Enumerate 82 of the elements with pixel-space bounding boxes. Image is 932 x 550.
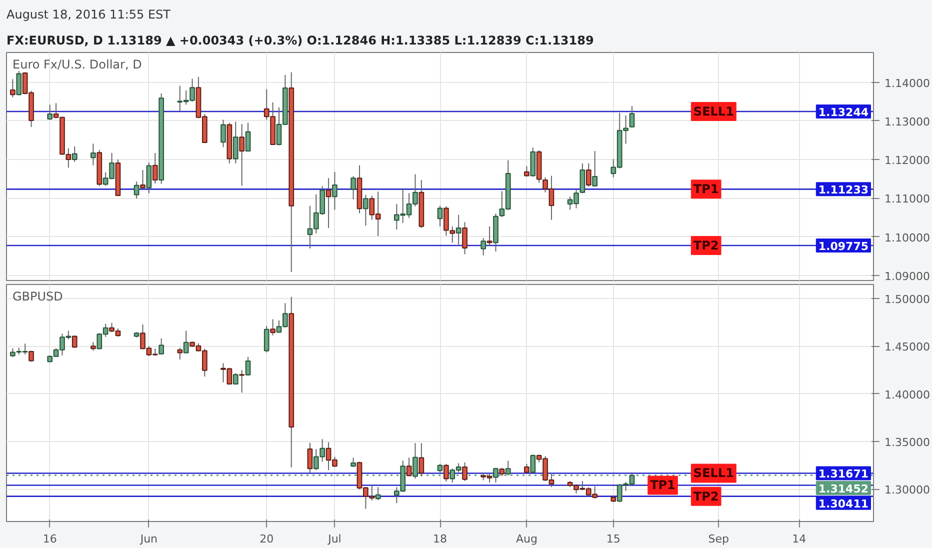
candlestick: [140, 169, 146, 189]
candlestick: [72, 146, 78, 162]
candlestick: [350, 457, 356, 468]
y-tick-label: 1.30000: [884, 484, 930, 497]
x-tick-label: 18: [433, 532, 447, 546]
candlestick: [586, 162, 592, 188]
annotation: 1.31671: [818, 468, 869, 481]
candlestick: [375, 486, 381, 501]
candlestick: [239, 123, 244, 186]
annotation: 1.13244: [818, 106, 869, 119]
annotation: 1.30411: [818, 497, 869, 510]
candlestick: [270, 318, 276, 336]
y-tick-label: 1.40000: [884, 388, 930, 402]
candlestick: [183, 330, 189, 354]
candlestick: [350, 176, 356, 200]
candlestick: [245, 122, 251, 152]
y-tick-label: 1.50000: [884, 292, 930, 306]
ref-line-label: SELL1: [693, 466, 734, 480]
chart-subtitle: Euro Fx/U.S. Dollar, D: [12, 58, 142, 72]
y-tick-label: 1.12000: [884, 154, 930, 168]
candlestick: [480, 237, 486, 256]
x-tick-label: 16: [42, 532, 57, 546]
candlestick: [412, 442, 418, 479]
x-tick-label: Sep: [708, 532, 730, 546]
candlestick: [456, 214, 462, 246]
annotation: 1.11233: [818, 184, 869, 197]
candlestick: [629, 106, 635, 128]
candlestick: [486, 226, 492, 247]
candlestick: [530, 454, 536, 474]
candlestick: [152, 152, 158, 184]
x-tick-label: 14: [792, 532, 806, 546]
y-tick-label: 1.10000: [884, 231, 930, 244]
candlestick: [16, 70, 22, 96]
candlestick: [363, 194, 368, 226]
candlestick: [72, 335, 78, 348]
candlestick: [146, 162, 152, 194]
candlestick: [232, 372, 238, 385]
candlestick: [437, 205, 443, 227]
candlestick: [326, 178, 332, 228]
ref-line-label: TP1: [693, 182, 719, 196]
candlestick: [505, 460, 511, 476]
y-tick-label: 1.45000: [884, 340, 930, 354]
y-tick-label: 1.13000: [884, 115, 930, 128]
chart-subtitle: GBPUSD: [12, 290, 63, 304]
candlestick: [220, 119, 226, 148]
candlestick: [307, 442, 313, 474]
x-tick-label: Jul: [327, 532, 342, 546]
chart-title: FX:EURUSD, D 1.13189 ▲ +0.00343 (+0.3%) O:1.12846 H:1.13385 L:1.12839 C:1.13189: [6, 34, 594, 48]
candlestick: [530, 147, 536, 178]
candlestick: [90, 143, 96, 166]
candlestick: [462, 222, 468, 255]
text: August 18, 2016 11:55 EST: [6, 8, 172, 22]
candlestick: [177, 347, 183, 360]
candlestick: [239, 370, 244, 394]
candlestick: [10, 78, 16, 98]
candlestick: [462, 462, 468, 482]
candlestick: [47, 104, 53, 120]
x-tick-label: Jun: [139, 532, 158, 546]
candlestick: [134, 181, 140, 200]
candlestick: [444, 463, 449, 482]
x-tick-label: Aug: [516, 532, 538, 546]
ref-line-label: SELL1: [693, 104, 734, 118]
x-tick-label: 15: [606, 532, 620, 546]
ref-line-label: TP2: [693, 489, 719, 504]
annotation: 1.09775: [818, 240, 869, 254]
candlestick: [158, 338, 164, 356]
y-tick-label: 1.09000: [884, 270, 930, 283]
candlestick: [332, 171, 338, 210]
candlestick: [232, 121, 238, 164]
annotation: 1.31452: [818, 482, 869, 496]
candlestick: [418, 442, 424, 477]
candlestick: [264, 325, 270, 353]
y-tick-label: 1.35000: [884, 436, 930, 449]
y-tick-label: 1.11000: [884, 192, 930, 206]
y-tick-label: 1.14000: [884, 76, 930, 90]
x-tick-label: 20: [260, 532, 274, 546]
candlestick: [493, 467, 498, 483]
ref-line-label: TP2: [693, 238, 719, 253]
candlestick: [245, 356, 251, 376]
ref-line-label: TP1: [650, 478, 676, 492]
candlestick: [592, 150, 598, 186]
candlestick: [406, 457, 412, 477]
